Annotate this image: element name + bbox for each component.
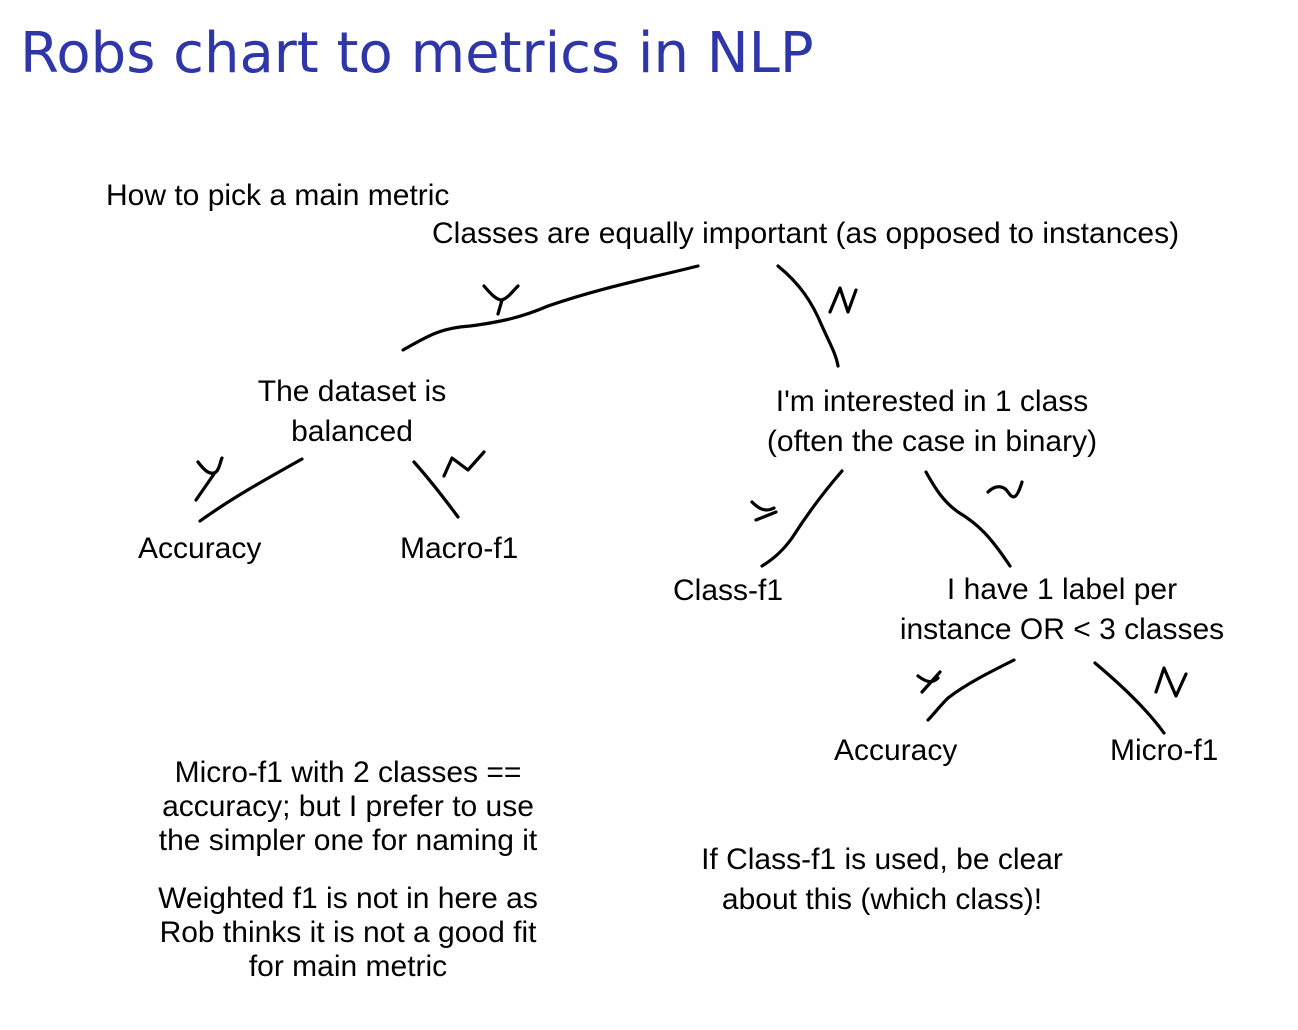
- label-question: I have 1 label per instance OR < 3 class…: [882, 570, 1242, 650]
- balanced-question: The dataset is balanced: [200, 372, 504, 452]
- branch-mark-balanced-y: [194, 456, 224, 502]
- edge-root-no: [776, 264, 840, 368]
- micro-f1-note: Micro-f1 with 2 classes == accuracy; but…: [118, 756, 578, 858]
- label-question-line-1: I have 1 label per: [946, 573, 1178, 606]
- edge-label-yes: [926, 658, 1016, 722]
- micro-f1-note-line-1: Micro-f1 with 2 classes ==: [174, 756, 522, 789]
- branch-mark-root-n: [828, 286, 858, 314]
- micro-f1-note-line-2: accuracy; but I prefer to use: [162, 790, 534, 823]
- interest-question-line-1: I'm interested in 1 class: [775, 385, 1089, 418]
- slide-title: Robs chart to metrics in NLP: [20, 21, 814, 86]
- weighted-f1-note-line-3: for main metric: [248, 950, 448, 983]
- leaf-accuracy-left: Accuracy: [138, 532, 262, 565]
- edge-interest-no: [924, 470, 1012, 568]
- weighted-f1-note-line-2: Rob thinks it is not a good fit: [159, 916, 537, 949]
- interest-question: I'm interested in 1 class (often the cas…: [732, 382, 1132, 462]
- edge-label-no: [1093, 661, 1166, 735]
- leaf-micro-f1: Micro-f1: [1110, 734, 1219, 767]
- branch-mark-balanced-n: [442, 450, 486, 478]
- label-question-line-2: instance OR < 3 classes: [899, 613, 1225, 646]
- weighted-f1-note: Weighted f1 is not in here as Rob thinks…: [118, 882, 578, 984]
- edge-balanced-yes: [198, 457, 304, 523]
- edge-balanced-no: [412, 460, 460, 519]
- branch-mark-interest-n: [986, 480, 1024, 499]
- weighted-f1-note-line-1: Weighted f1 is not in here as: [158, 882, 538, 915]
- leaf-macro-f1: Macro-f1: [400, 532, 519, 565]
- class-f1-note-line-1: If Class-f1 is used, be clear: [701, 843, 1063, 876]
- root-question: Classes are equally important (as oppose…: [432, 217, 1180, 250]
- leaf-accuracy-right: Accuracy: [834, 734, 958, 767]
- edge-interest-yes: [760, 469, 844, 568]
- branch-mark-label-y: [916, 670, 942, 694]
- branch-mark-label-n: [1154, 666, 1188, 698]
- branch-mark-interest-y: [750, 500, 778, 522]
- balanced-question-line-1: The dataset is: [257, 375, 447, 408]
- balanced-question-line-2: balanced: [291, 415, 413, 448]
- interest-question-line-2: (often the case in binary): [766, 425, 1098, 458]
- leaf-class-f1: Class-f1: [673, 574, 784, 607]
- class-f1-note: If Class-f1 is used, be clear about this…: [662, 840, 1102, 920]
- micro-f1-note-line-3: the simpler one for naming it: [158, 824, 538, 857]
- edge-root-yes: [401, 264, 700, 352]
- intro-text: How to pick a main metric: [106, 179, 450, 212]
- branch-mark-root-y: [482, 284, 520, 316]
- class-f1-note-line-2: about this (which class)!: [721, 883, 1043, 916]
